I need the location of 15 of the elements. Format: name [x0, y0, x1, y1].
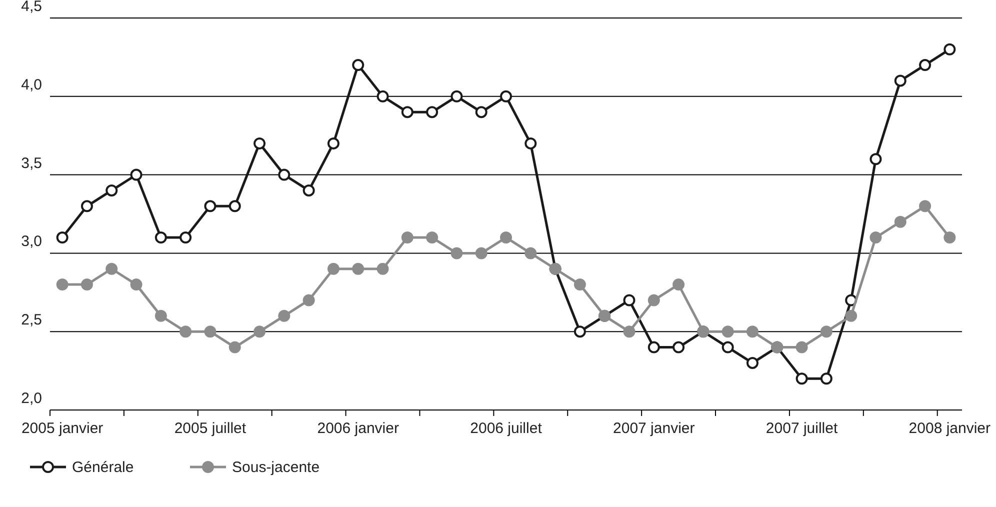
- y-tick-label: 3,0: [21, 233, 42, 250]
- x-tick-label: 2005 janvier: [21, 420, 104, 437]
- x-tick-label: 2006 janvier: [317, 420, 399, 437]
- x-tick-label: 2005 juillet: [174, 420, 247, 437]
- y-tick-label: 4,0: [21, 76, 42, 94]
- y-tick-label: 2,0: [21, 390, 42, 407]
- legend-label: Sous-jacente: [232, 459, 320, 476]
- x-tick-label: 2007 juillet: [766, 420, 838, 437]
- x-tick-label: 2008 janvier: [908, 420, 991, 437]
- x-tick-label: 2007 janvier: [613, 420, 695, 437]
- y-tick-label: 2,5: [21, 312, 42, 329]
- x-tick-label: 2006 juillet: [470, 420, 543, 437]
- y-tick-label: 4,5: [21, 0, 42, 15]
- y-tick-label: 3,5: [21, 154, 42, 172]
- legend-label: Générale: [72, 459, 134, 476]
